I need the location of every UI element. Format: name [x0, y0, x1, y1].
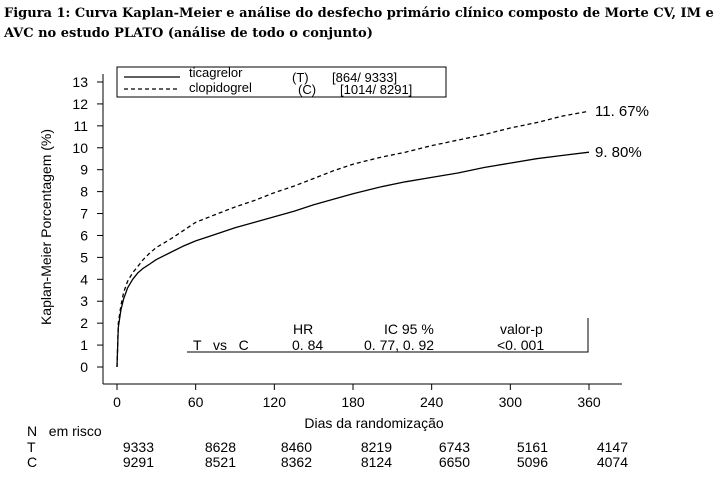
- risk-value: 9333: [122, 439, 154, 455]
- risk-value: 5096: [516, 454, 548, 470]
- stats-ic-value: 0. 77, 0. 92: [364, 337, 434, 353]
- legend-code-clopidogrel: (C): [298, 82, 316, 97]
- risk-value: 6743: [438, 439, 470, 455]
- end-label-ticagrelor: 9. 80%: [595, 144, 642, 161]
- risk-value: 9291: [122, 454, 154, 470]
- stats-box: HR IC 95 % valor-p T vs C 0. 84 0. 77, 0…: [187, 318, 589, 353]
- legend-name-ticagrelor: ticagrelor: [189, 65, 243, 80]
- risk-value: 8521: [204, 454, 236, 470]
- risk-value: 8460: [280, 439, 312, 455]
- stats-hr-value: 0. 84: [292, 337, 323, 353]
- risk-value: 8362: [280, 454, 312, 470]
- y-tick-label: 6: [80, 227, 88, 243]
- x-tick-label: 60: [188, 394, 204, 410]
- figure-caption: Figura 1: Curva Kaplan-Meier e análise d…: [4, 6, 714, 41]
- risk-value: 4074: [596, 454, 628, 470]
- x-tick-label: 240: [420, 394, 444, 410]
- x-tick-label: 300: [499, 394, 523, 410]
- legend-code-ticagrelor: (T): [292, 70, 309, 85]
- risk-row-label-c: C: [27, 454, 38, 470]
- legend: ticagrelor clopidogrel (T) (C) [864/ 933…: [116, 65, 447, 98]
- y-tick-label: 0: [80, 359, 88, 375]
- risk-value: 5161: [516, 439, 548, 455]
- risk-table-title: N em risco: [27, 423, 102, 439]
- legend-counts-clopidogrel: [1014/ 8291]: [340, 82, 412, 97]
- y-tick-label: 3: [80, 293, 88, 309]
- y-tick-label: 7: [80, 206, 88, 222]
- x-tick-label: 120: [263, 394, 287, 410]
- y-tick-label: 4: [80, 271, 88, 287]
- y-axis-label: Kaplan-Meier Porcentagem (%): [38, 129, 54, 325]
- risk-value: 6650: [438, 454, 470, 470]
- stats-header-ic: IC 95 %: [384, 321, 434, 337]
- x-tick-label: 0: [113, 394, 121, 410]
- y-tick-label: 8: [80, 184, 88, 200]
- risk-row-label-t: T: [27, 439, 36, 455]
- stats-header-hr: HR: [293, 321, 313, 337]
- risk-value: 4147: [596, 439, 628, 455]
- y-tick-label: 1: [80, 337, 88, 353]
- x-tick-label: 180: [341, 394, 365, 410]
- end-labels: 9. 80% 11. 67%: [595, 103, 649, 161]
- km-curves: [116, 110, 590, 368]
- risk-value: 8628: [204, 439, 236, 455]
- risk-value: 8219: [360, 439, 392, 455]
- y-tick-label: 11: [73, 118, 88, 134]
- legend-counts-ticagrelor: [864/ 9333]: [332, 70, 397, 85]
- end-label-clopidogrel: 11. 67%: [595, 103, 649, 120]
- x-tick-label: 360: [577, 394, 601, 410]
- y-tick-label: 9: [80, 162, 88, 178]
- x-ticks: 0 60 120 180 240 300 360: [113, 384, 601, 410]
- risk-value: 8124: [360, 454, 392, 470]
- y-tick-label: 2: [80, 315, 88, 331]
- stats-box-border: [187, 318, 589, 353]
- y-tick-label: 10: [72, 140, 88, 156]
- legend-name-clopidogrel: clopidogrel: [189, 80, 252, 95]
- y-tick-label: 5: [80, 249, 88, 265]
- stats-p-value: <0. 001: [497, 337, 544, 353]
- y-tick-label: 13: [72, 74, 88, 90]
- legend-box: [116, 66, 447, 98]
- km-curve-clopidogrel: [116, 110, 590, 368]
- km-curve-ticagrelor: [116, 151, 590, 368]
- stats-header-p: valor-p: [500, 321, 543, 337]
- y-tick-label: 12: [72, 96, 88, 112]
- x-axis-label: Dias da randomização: [304, 415, 444, 431]
- stats-row-label: T vs C: [193, 337, 249, 353]
